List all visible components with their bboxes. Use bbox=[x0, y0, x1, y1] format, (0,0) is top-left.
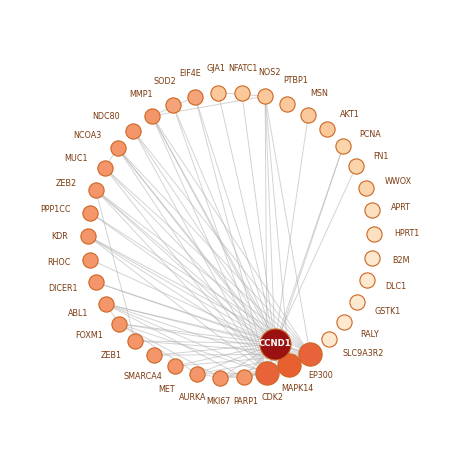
Point bbox=[86, 256, 94, 264]
Text: EP300: EP300 bbox=[309, 371, 333, 380]
Text: WWOX: WWOX bbox=[384, 176, 412, 185]
Point bbox=[325, 336, 332, 343]
Text: KDR: KDR bbox=[52, 232, 68, 241]
Text: RALY: RALY bbox=[360, 329, 379, 338]
Point bbox=[169, 101, 176, 109]
Text: DICER1: DICER1 bbox=[48, 284, 77, 293]
Point bbox=[217, 374, 224, 381]
Text: CDK2: CDK2 bbox=[261, 392, 283, 401]
Point bbox=[353, 162, 360, 170]
Text: FN1: FN1 bbox=[374, 152, 389, 161]
Text: MKI67: MKI67 bbox=[207, 397, 231, 406]
Text: ABL1: ABL1 bbox=[68, 309, 89, 318]
Point bbox=[92, 279, 100, 286]
Text: B2M: B2M bbox=[392, 256, 409, 265]
Point bbox=[102, 300, 109, 308]
Text: SMARCA4: SMARCA4 bbox=[124, 372, 163, 381]
Text: NDC80: NDC80 bbox=[92, 111, 120, 120]
Text: PPP1CC: PPP1CC bbox=[40, 205, 70, 214]
Point bbox=[323, 125, 331, 133]
Point bbox=[131, 337, 139, 345]
Text: MUC1: MUC1 bbox=[64, 154, 87, 163]
Point bbox=[306, 350, 314, 358]
Point bbox=[86, 209, 94, 216]
Point bbox=[271, 340, 279, 347]
Point bbox=[362, 184, 370, 191]
Text: AURKA: AURKA bbox=[179, 393, 206, 402]
Point bbox=[191, 93, 199, 100]
Text: FOXM1: FOXM1 bbox=[75, 331, 103, 340]
Text: RHOC: RHOC bbox=[47, 258, 71, 267]
Point bbox=[240, 374, 248, 381]
Text: DLC1: DLC1 bbox=[385, 282, 407, 291]
Text: PTBP1: PTBP1 bbox=[283, 76, 308, 85]
Text: MSN: MSN bbox=[310, 89, 328, 98]
Text: GJA1: GJA1 bbox=[207, 64, 226, 73]
Point bbox=[130, 127, 137, 134]
Point bbox=[101, 164, 109, 172]
Text: GSTK1: GSTK1 bbox=[375, 307, 401, 316]
Point bbox=[171, 363, 178, 370]
Point bbox=[84, 232, 92, 240]
Point bbox=[238, 89, 246, 96]
Point bbox=[148, 112, 156, 120]
Text: AKT1: AKT1 bbox=[340, 110, 360, 119]
Point bbox=[354, 298, 361, 306]
Point bbox=[214, 89, 222, 97]
Text: NOS2: NOS2 bbox=[259, 68, 281, 77]
Text: MET: MET bbox=[158, 384, 175, 393]
Text: NCOA3: NCOA3 bbox=[73, 131, 102, 140]
Text: CCND1: CCND1 bbox=[259, 339, 292, 348]
Point bbox=[304, 111, 312, 118]
Point bbox=[368, 207, 375, 214]
Text: PARP1: PARP1 bbox=[233, 397, 258, 406]
Point bbox=[370, 230, 378, 238]
Text: ZEB2: ZEB2 bbox=[55, 179, 77, 188]
Text: PCNA: PCNA bbox=[359, 129, 381, 138]
Text: MMP1: MMP1 bbox=[129, 91, 153, 100]
Point bbox=[363, 277, 370, 284]
Text: HPRT1: HPRT1 bbox=[394, 229, 419, 238]
Point bbox=[368, 254, 376, 261]
Point bbox=[341, 318, 348, 326]
Point bbox=[264, 370, 271, 377]
Text: MAPK14: MAPK14 bbox=[282, 383, 314, 392]
Text: APRT: APRT bbox=[392, 202, 411, 211]
Text: SOD2: SOD2 bbox=[153, 77, 176, 86]
Point bbox=[150, 351, 157, 359]
Point bbox=[261, 92, 269, 100]
Point bbox=[339, 143, 347, 150]
Point bbox=[115, 320, 123, 328]
Point bbox=[286, 362, 293, 369]
Text: NFATC1: NFATC1 bbox=[228, 64, 258, 73]
Point bbox=[284, 100, 292, 108]
Text: EIF4E: EIF4E bbox=[179, 69, 201, 78]
Text: SLC9A3R2: SLC9A3R2 bbox=[342, 349, 383, 358]
Text: ZEB1: ZEB1 bbox=[100, 351, 122, 360]
Point bbox=[193, 370, 201, 378]
Point bbox=[114, 144, 121, 152]
Point bbox=[92, 186, 100, 193]
